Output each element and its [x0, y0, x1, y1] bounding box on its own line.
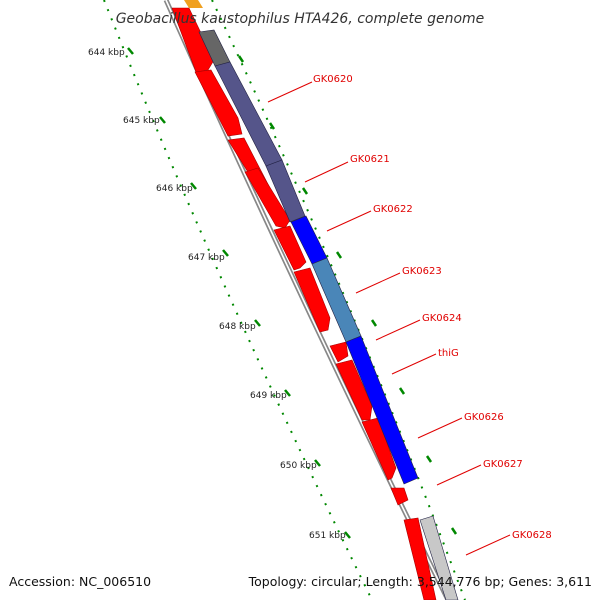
reverse-cds-light-1	[419, 515, 459, 600]
forward-cds-4	[244, 167, 291, 229]
gene-label-thig: thiG	[438, 348, 459, 359]
accession-text: Accession: NC_006510	[9, 574, 152, 589]
reverse-cds-gk0621	[265, 159, 306, 223]
reverse-cds-gk0624	[345, 335, 419, 485]
gene-label-lines	[267, 81, 511, 556]
kbp-label: 646 kbp	[156, 184, 193, 194]
kbp-label: 644 kbp	[88, 48, 125, 58]
reverse-strand	[198, 29, 459, 600]
forward-strand	[171, 7, 437, 600]
outer-ticks	[237, 55, 458, 535]
forward-cds-9	[361, 417, 397, 481]
gene-label-gk0627: GK0627	[483, 459, 523, 470]
kbp-label: 645 kbp	[123, 116, 160, 126]
kbp-label: 647 kbp	[188, 253, 225, 263]
map-title: Geobacillus kaustophilus HTA426, complet…	[116, 11, 485, 27]
orange-feature	[184, 0, 203, 8]
forward-cds-5	[273, 225, 307, 271]
forward-cds-2	[194, 69, 243, 137]
gene-label-gk0622: GK0622	[373, 204, 413, 215]
kbp-label: 649 kbp	[250, 391, 287, 401]
forward-cds-1	[171, 7, 215, 73]
forward-cds-11	[403, 517, 437, 600]
gene-labels: GK0620 GK0621 GK0622 GK0623 GK0624 thiG …	[313, 74, 552, 541]
kbp-labels: 644 kbp 645 kbp 646 kbp 647 kbp 648 kbp …	[88, 48, 346, 541]
forward-cds-7	[329, 341, 349, 363]
gene-label-gk0624: GK0624	[422, 313, 462, 324]
forward-cds-10	[390, 487, 409, 506]
forward-cds-8	[335, 359, 373, 421]
gene-label-gk0623: GK0623	[402, 266, 442, 277]
gene-label-gk0628: GK0628	[512, 530, 552, 541]
gene-label-gk0626: GK0626	[464, 412, 504, 423]
kbp-label: 650 kbp	[280, 461, 317, 471]
scale-ticks	[127, 47, 351, 539]
forward-cds-6	[293, 267, 331, 333]
kbp-label: 651 kbp	[309, 531, 346, 541]
gene-label-gk0621: GK0621	[350, 154, 390, 165]
gene-label-gk0620: GK0620	[313, 74, 353, 85]
topology-text: Topology: circular; Length: 3,544,776 bp…	[248, 574, 592, 589]
kbp-label: 648 kbp	[219, 322, 256, 332]
